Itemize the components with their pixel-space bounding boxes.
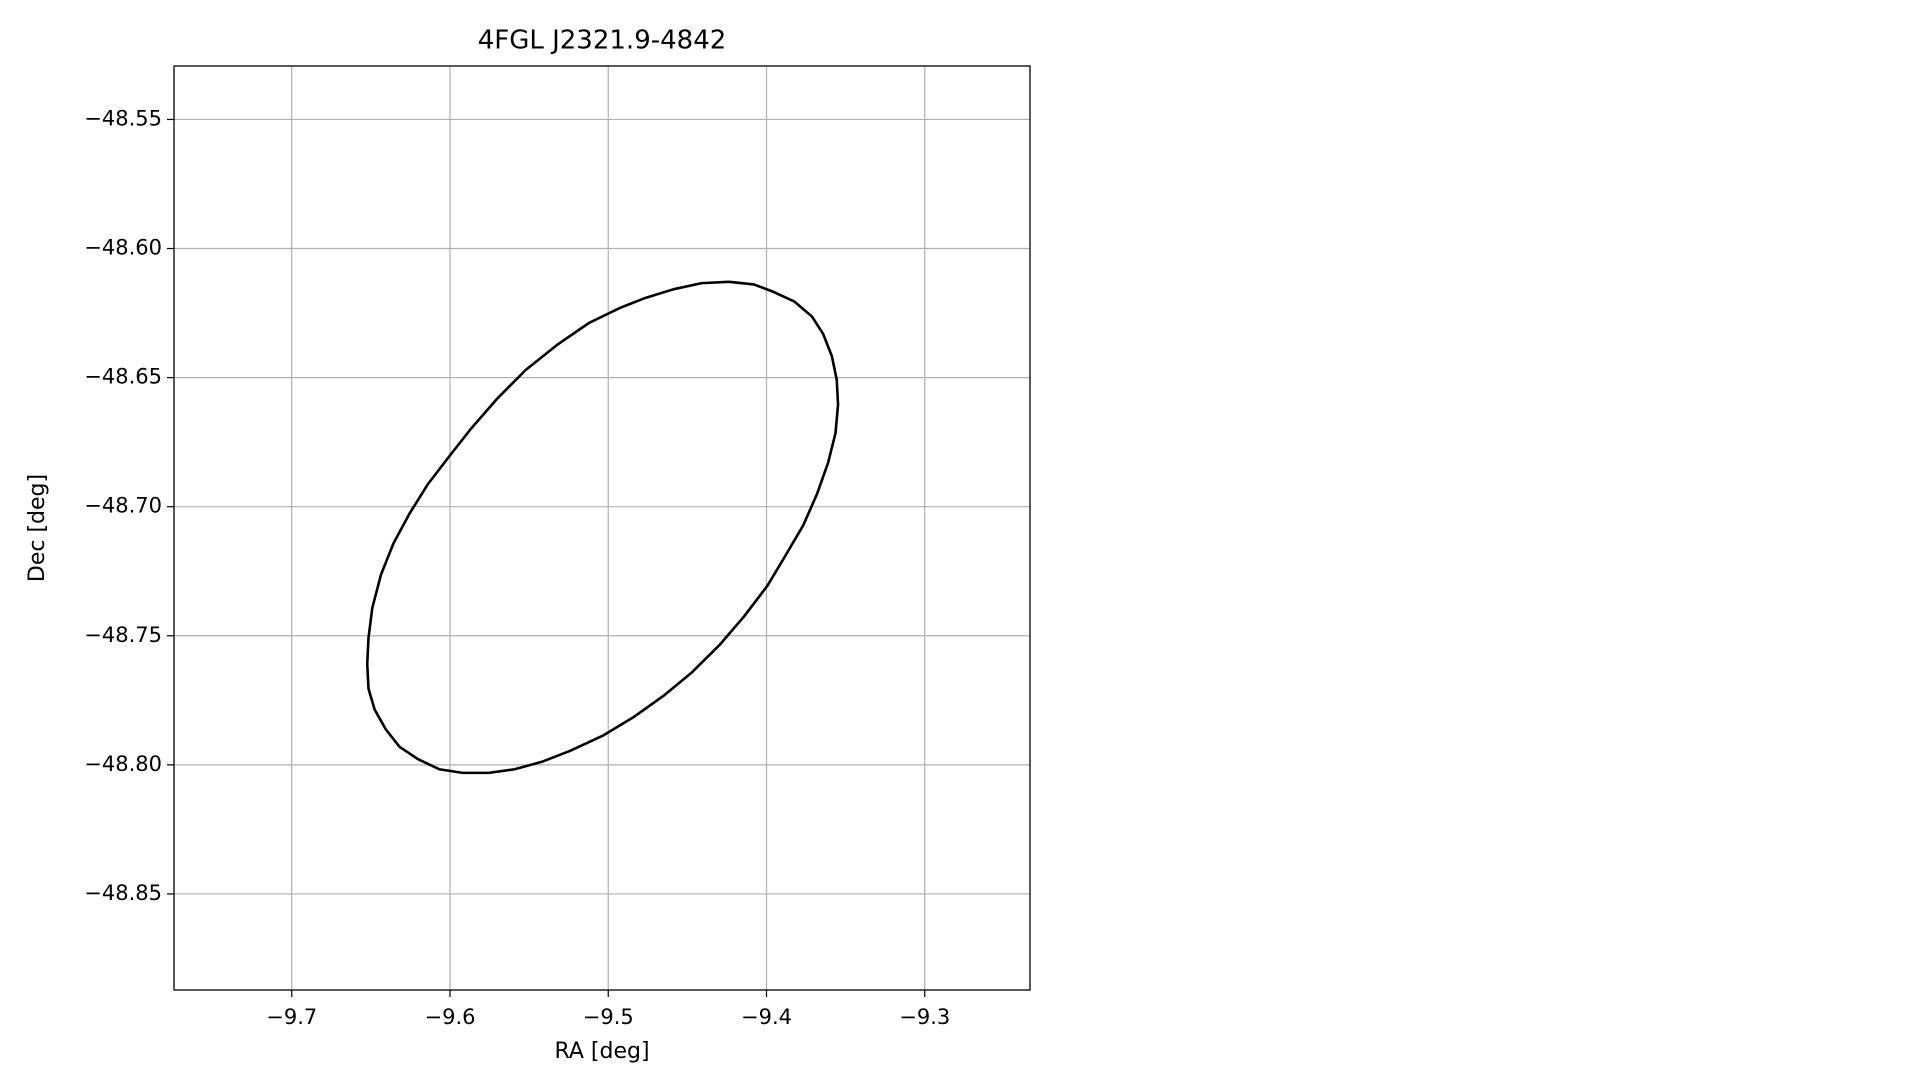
x-tick-label: −9.6 xyxy=(424,1005,475,1029)
x-axis-label: RA [deg] xyxy=(554,1039,649,1064)
x-tick-label: −9.3 xyxy=(899,1005,950,1029)
y-tick-label: −48.85 xyxy=(84,881,162,905)
y-tick-label: −48.55 xyxy=(84,106,162,130)
plot-frame xyxy=(173,65,1031,991)
chart-title: 4FGL J2321.9-4842 xyxy=(478,26,727,56)
x-tick-label: −9.4 xyxy=(741,1005,792,1029)
y-tick-label: −48.75 xyxy=(84,623,162,647)
y-tick-label: −48.65 xyxy=(84,365,162,389)
x-tick-label: −9.5 xyxy=(583,1005,634,1029)
x-tick-label: −9.7 xyxy=(266,1005,317,1029)
y-axis-label: Dec [deg] xyxy=(25,474,50,582)
y-tick-label: −48.80 xyxy=(84,752,162,776)
line-series xyxy=(365,280,840,775)
y-tick-label: −48.60 xyxy=(84,236,162,260)
y-tick-label: −48.70 xyxy=(84,494,162,518)
